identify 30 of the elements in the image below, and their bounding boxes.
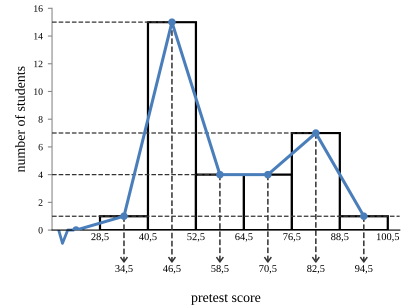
y-tick-label: 0 — [38, 226, 43, 234]
x-axis-title: pretest score — [191, 294, 260, 305]
x-tick-label: 52,5 — [187, 233, 205, 242]
y-tick-label: 16 — [34, 5, 43, 12]
x-tick-label: 100,5 — [376, 233, 400, 242]
ref-line-label: 34,5 — [115, 265, 133, 274]
point — [360, 212, 368, 220]
point — [120, 212, 128, 220]
y-tick-label: 2 — [38, 199, 42, 206]
y-tick-label: 8 — [38, 116, 43, 123]
x-tick-label: 28,5 — [91, 233, 109, 242]
ref-line-label: 46,5 — [163, 265, 181, 274]
point — [216, 170, 224, 178]
ref-line-label: 58,5 — [211, 265, 229, 274]
ref-line-label: 94,5 — [355, 265, 373, 274]
y-tick-label: 14 — [34, 32, 43, 40]
point — [312, 129, 320, 137]
ref-line-label: 82,5 — [307, 265, 325, 274]
x-tick-label: 88,5 — [331, 233, 349, 242]
ref-line-label: 70,5 — [259, 265, 277, 274]
y-tick-label: 10 — [34, 88, 43, 95]
point — [168, 18, 176, 26]
x-tick-label: 64,5 — [235, 233, 253, 242]
y-tick-label: 6 — [38, 144, 43, 150]
y-tick-label: 12 — [34, 60, 42, 68]
x-tick-label: 40,5 — [139, 233, 157, 242]
y-axis-title: number of students — [14, 66, 25, 172]
x-tick-label: 76,5 — [283, 233, 301, 242]
point — [264, 170, 272, 178]
y-tick-label: 4 — [38, 172, 43, 178]
